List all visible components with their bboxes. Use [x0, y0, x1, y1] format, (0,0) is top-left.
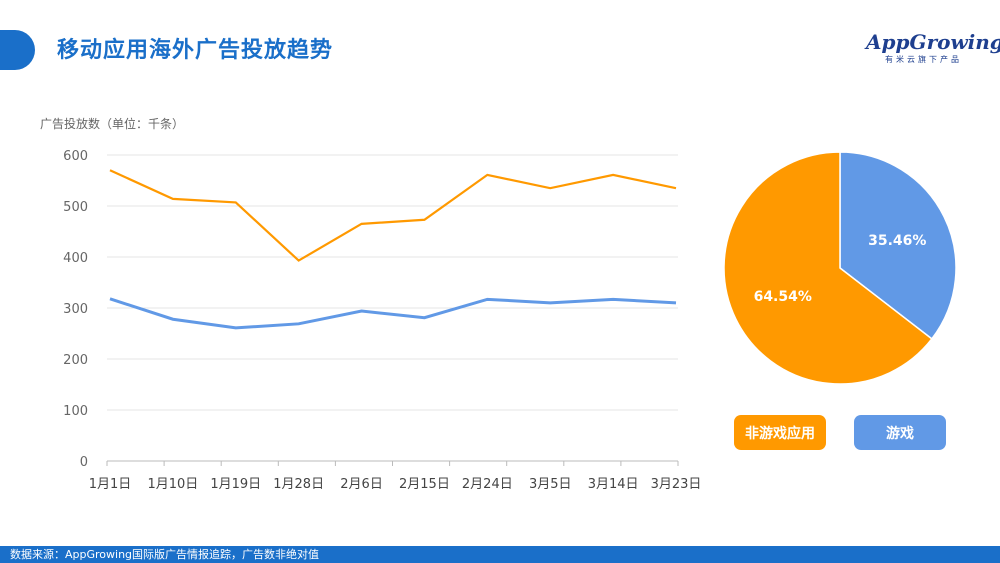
x-tick-label: 3月5日	[529, 477, 572, 492]
y-tick-label: 500	[63, 200, 88, 215]
x-tick-label: 1月10日	[147, 477, 198, 492]
x-tick-label: 2月24日	[462, 477, 513, 492]
x-tick-label: 3月23日	[651, 477, 702, 492]
x-tick-label: 2月6日	[340, 477, 383, 492]
page-title: 移动应用海外广告投放趋势	[57, 38, 334, 63]
legend-game: 游戏	[854, 415, 946, 450]
pie-label: 64.54%	[754, 289, 812, 305]
series-line-游戏	[109, 297, 677, 330]
logo-text: AppGrowing	[866, 30, 1000, 54]
title-accent-pill	[0, 30, 35, 70]
logo-subtitle: 有米云旗下产品	[885, 55, 962, 64]
pie-slice-非游戏应用	[723, 151, 933, 385]
y-tick-label: 100	[63, 404, 88, 419]
y-tick-label: 600	[63, 149, 88, 164]
y-tick-label: 400	[63, 251, 88, 266]
y-tick-label: 0	[80, 455, 88, 470]
x-tick-label: 3月14日	[588, 477, 639, 492]
y-axis-label: 广告投放数（单位：千条）	[40, 117, 185, 131]
pie-label: 35.46%	[868, 233, 926, 249]
y-tick-label: 300	[63, 302, 88, 317]
x-tick-label: 2月15日	[399, 477, 450, 492]
series-line-非游戏应用	[109, 169, 677, 262]
x-tick-label: 1月1日	[89, 477, 132, 492]
pie-slice-游戏	[839, 151, 957, 340]
x-tick-label: 1月28日	[273, 477, 324, 492]
legend-non-game: 非游戏应用	[734, 415, 826, 450]
x-tick-label: 1月19日	[210, 477, 261, 492]
y-tick-label: 200	[63, 353, 88, 368]
appgrowing-logo: AppGrowing 有米云旗下产品	[866, 30, 1000, 65]
footer-source: 数据来源：AppGrowing国际版广告情报追踪，广告数非绝对值	[0, 546, 1000, 563]
